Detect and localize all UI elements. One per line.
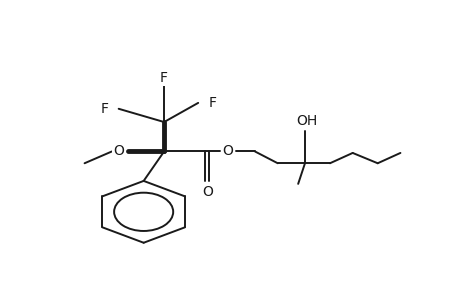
Text: F: F — [101, 102, 108, 116]
Text: O: O — [202, 185, 212, 199]
Text: F: F — [208, 96, 216, 110]
Text: F: F — [160, 71, 168, 85]
Text: OH: OH — [296, 114, 317, 128]
Text: O: O — [113, 145, 124, 158]
Text: O: O — [222, 145, 233, 158]
